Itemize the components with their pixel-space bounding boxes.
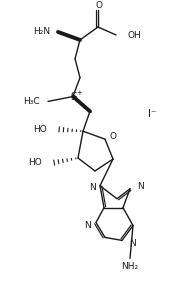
Text: HO: HO [28,158,42,168]
Text: N: N [84,221,91,230]
Text: N: N [89,183,96,192]
Text: S: S [71,92,77,102]
Text: NH₂: NH₂ [121,262,139,271]
Text: HO: HO [33,125,47,134]
Text: I⁻: I⁻ [148,109,156,119]
Text: H₃C: H₃C [23,97,40,106]
Text: N: N [137,182,144,191]
Text: N: N [129,239,136,248]
Text: O: O [96,1,103,10]
Text: H₂N: H₂N [33,27,50,37]
Text: OH: OH [128,32,142,40]
Text: +: + [76,89,82,96]
Text: O: O [110,132,117,141]
